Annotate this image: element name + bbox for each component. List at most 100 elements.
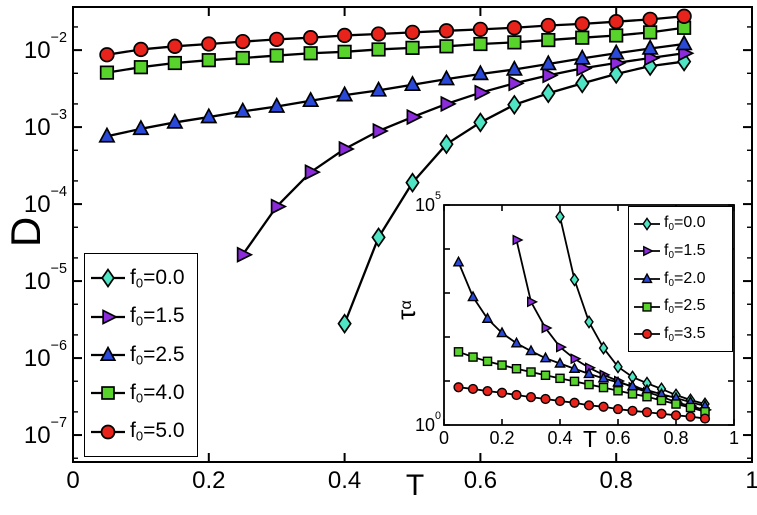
- main-y-tick-label: 10−5: [23, 260, 67, 296]
- main-x-tick-label: 0.8: [599, 467, 633, 494]
- triangle-right-marker: [372, 122, 389, 140]
- square-marker: [235, 50, 250, 66]
- diamond-marker: [473, 112, 488, 133]
- legend-marker-triangle-up-icon: [634, 272, 660, 284]
- legend-marker-square-icon: [634, 301, 660, 312]
- square-marker: [167, 55, 182, 71]
- triangle-up-marker: [607, 43, 625, 60]
- main-x-tick-label: 0.4: [327, 467, 362, 494]
- square-marker: [613, 386, 623, 396]
- square-marker: [642, 391, 652, 402]
- main-y-tick-label: 10−3: [23, 106, 67, 142]
- diamond-marker: [613, 359, 623, 374]
- triangle-up-marker: [132, 119, 150, 136]
- circle-marker: [235, 33, 251, 50]
- circle-marker: [404, 24, 421, 41]
- legend-entry: f0=2.0: [633, 270, 732, 288]
- legend-marker-diamond-icon: [91, 268, 125, 289]
- triangle-up-marker: [641, 38, 659, 55]
- legend-marker-triangle-up-icon: [91, 345, 125, 362]
- triangle-up-marker: [268, 96, 286, 113]
- legend-label: f0=0.0: [130, 265, 185, 291]
- triangle-up-marker: [525, 344, 537, 356]
- circle-marker: [482, 385, 493, 397]
- diamond-marker: [575, 73, 590, 94]
- square-marker: [575, 30, 590, 45]
- circle-marker: [167, 38, 183, 54]
- triangle-right-marker: [541, 322, 553, 334]
- triangle-right-marker: [304, 163, 322, 181]
- legend-entry: f0=1.5: [633, 242, 732, 261]
- legend-marker-circle-icon: [634, 329, 660, 340]
- legend-marker-triangle-right-icon: [634, 245, 660, 257]
- legend-label: f0=4.0: [130, 381, 185, 406]
- triangle-up-marker: [471, 64, 489, 81]
- circle-marker: [336, 27, 353, 44]
- square-marker: [526, 367, 536, 377]
- square-marker: [643, 25, 658, 40]
- circle-marker: [133, 41, 149, 58]
- triangle-up-marker: [539, 351, 552, 363]
- circle-marker: [699, 413, 711, 424]
- legend-label: f0=0.0: [664, 214, 706, 234]
- triangle-right-marker: [474, 84, 491, 101]
- circle-marker: [670, 410, 682, 421]
- triangle-up-marker: [403, 75, 422, 92]
- diamond-marker: [584, 314, 594, 329]
- circle-marker: [574, 16, 590, 32]
- triangle-right-marker: [236, 246, 254, 263]
- legend-entry: f0=2.5: [90, 342, 197, 368]
- diamond-marker: [598, 341, 609, 356]
- triangle-right-marker: [570, 353, 582, 365]
- square-marker: [642, 301, 652, 312]
- inset-y-axis-label-sub: α: [396, 300, 415, 310]
- circle-marker: [598, 401, 609, 412]
- diamond-marker: [507, 94, 522, 116]
- main-legend: f0=0.0 f0=1.5 f0=2.5 f0=4.0 f0=5.0: [84, 253, 198, 457]
- diamond-marker: [541, 82, 556, 104]
- inset-x-tick-label: 0.6: [605, 428, 631, 448]
- triangle-up-marker: [641, 272, 653, 284]
- inset-x-tick-label: 0.4: [547, 428, 573, 448]
- legend-label: f0=1.5: [664, 242, 706, 261]
- legend-label: f0=2.5: [130, 342, 185, 368]
- square-marker: [685, 402, 696, 413]
- legend-entry: f0=0.0: [90, 266, 197, 291]
- square-marker: [269, 48, 284, 63]
- triangle-right-marker: [610, 54, 627, 72]
- circle-marker: [506, 20, 522, 36]
- circle-marker: [554, 395, 566, 407]
- circle-marker: [608, 14, 624, 30]
- circle-marker: [438, 23, 455, 39]
- main-x-axis-label: T: [405, 469, 425, 502]
- legend-marker-triangle-right-icon: [91, 308, 125, 325]
- inset-y-tick-label: 105: [414, 189, 441, 215]
- square-marker: [133, 60, 149, 75]
- legend-label: f0=1.5: [130, 304, 185, 329]
- main-plot-frame: [72, 6, 753, 463]
- triangle-right-marker: [270, 198, 288, 215]
- triangle-up-marker: [496, 326, 508, 338]
- circle-marker: [472, 21, 489, 38]
- square-marker: [371, 42, 386, 57]
- triangle-up-marker: [336, 85, 354, 102]
- triangle-up-marker: [166, 112, 184, 129]
- circle-marker: [656, 408, 667, 419]
- circle-marker: [685, 411, 696, 422]
- circle-marker: [540, 17, 556, 34]
- legend-label: f0=2.5: [664, 297, 706, 316]
- circle-marker: [676, 8, 692, 24]
- legend-entry: f0=0.0: [633, 214, 732, 233]
- main-x-tick-label: 0.6: [463, 467, 498, 494]
- circle-marker: [540, 393, 551, 405]
- triangle-right-marker: [102, 308, 119, 325]
- circle-marker: [370, 26, 387, 42]
- main-y-tick-label: 10−4: [23, 183, 67, 219]
- main-y-tick-label: 10−7: [23, 414, 67, 450]
- diamond-marker: [371, 226, 386, 248]
- triangle-right-marker: [440, 95, 457, 113]
- square-marker: [303, 46, 318, 61]
- triangle-right-marker: [406, 108, 423, 126]
- triangle-up-marker: [452, 255, 465, 267]
